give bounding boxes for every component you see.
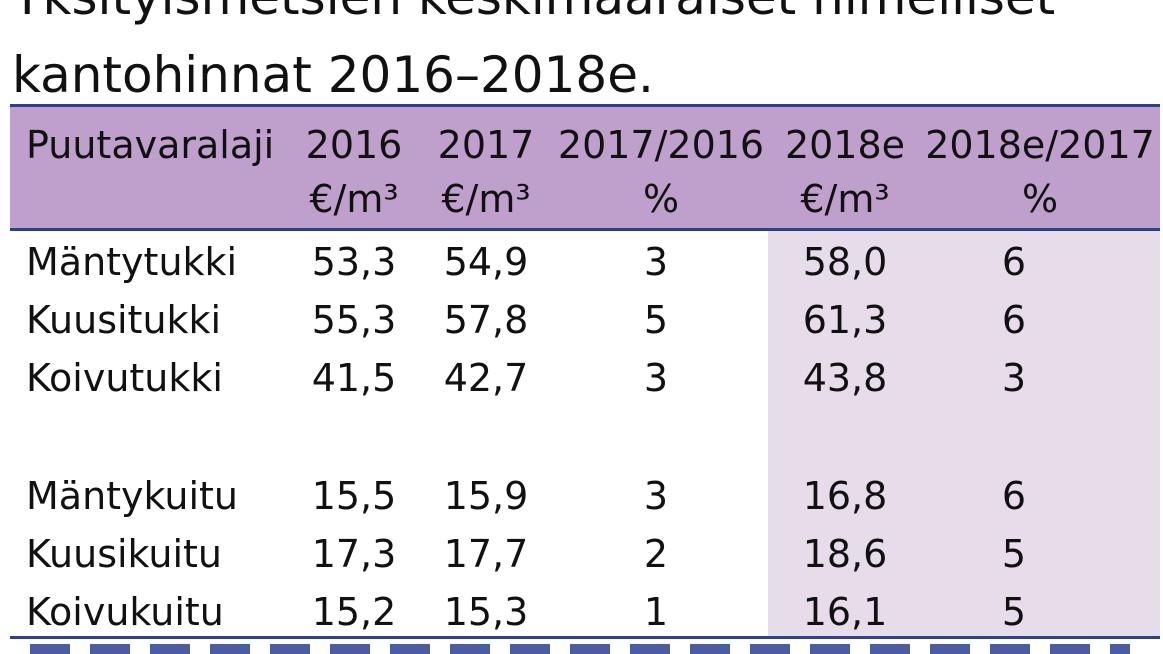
cropped-footer-text	[30, 644, 1130, 654]
page-title-line2: kantohinnat 2016–2018e.	[12, 46, 654, 104]
cell-change-2017: 3	[643, 474, 669, 518]
cell-2016: 15,5	[311, 474, 397, 518]
cell-2017: 15,3	[443, 590, 529, 634]
cell-2017: 57,8	[443, 298, 529, 342]
row-name: Mäntytukki	[26, 240, 238, 284]
cell-2018e: 58,0	[802, 240, 888, 284]
cell-2016: 41,5	[311, 356, 397, 400]
cell-change-2018e: 5	[1001, 590, 1027, 634]
header-2016-unit: €/m³	[309, 177, 399, 221]
cell-change-2017: 3	[643, 240, 669, 284]
cell-change-2018e: 6	[1001, 298, 1027, 342]
row-name: Koivutukki	[26, 356, 223, 400]
cell-change-2018e: 6	[1001, 240, 1027, 284]
cell-2016: 53,3	[311, 240, 397, 284]
cell-2017: 54,9	[443, 240, 529, 284]
cell-change-2017: 5	[643, 298, 669, 342]
header-2018e-2017: 2018e/2017	[925, 123, 1155, 167]
cell-2018e: 61,3	[802, 298, 888, 342]
cell-change-2017: 3	[643, 356, 669, 400]
cell-2018e: 43,8	[802, 356, 888, 400]
header-2018e-unit: €/m³	[800, 177, 890, 221]
cell-change-2018e: 6	[1001, 474, 1027, 518]
row-name: Kuusitukki	[26, 298, 222, 342]
cell-2016: 55,3	[311, 298, 397, 342]
header-2017-unit: €/m³	[441, 177, 531, 221]
header-2018e: 2018e	[784, 123, 906, 167]
header-2016: 2016	[305, 123, 403, 167]
cell-change-2017: 1	[643, 590, 669, 634]
header-2017-2016-unit: %	[642, 177, 680, 221]
forecast-column-highlight	[768, 231, 1160, 636]
table-header-background	[10, 106, 1160, 229]
row-name: Mäntykuitu	[26, 474, 239, 518]
header-2018e-2017-unit: %	[1021, 177, 1059, 221]
cell-2016: 15,2	[311, 590, 397, 634]
cell-2017: 42,7	[443, 356, 529, 400]
header-2017: 2017	[437, 123, 535, 167]
table-top-rule	[10, 104, 1160, 107]
cell-2017: 17,7	[443, 532, 529, 576]
cell-change-2018e: 5	[1001, 532, 1027, 576]
page-title-line1: Yksityismetsien keskimääräiset nimellise…	[12, 0, 1055, 22]
table-bottom-rule	[10, 636, 1160, 639]
header-separator-rule	[10, 228, 1160, 231]
header-puutavaralaji: Puutavaralaji	[26, 123, 275, 167]
cell-2018e: 16,1	[802, 590, 888, 634]
cell-2017: 15,9	[443, 474, 529, 518]
header-2017-2016: 2017/2016	[557, 123, 765, 167]
row-name: Koivukuitu	[26, 590, 224, 634]
cell-change-2018e: 3	[1001, 356, 1027, 400]
cell-2016: 17,3	[311, 532, 397, 576]
cell-change-2017: 2	[643, 532, 669, 576]
cell-2018e: 16,8	[802, 474, 888, 518]
cell-2018e: 18,6	[802, 532, 888, 576]
row-name: Kuusikuitu	[26, 532, 223, 576]
